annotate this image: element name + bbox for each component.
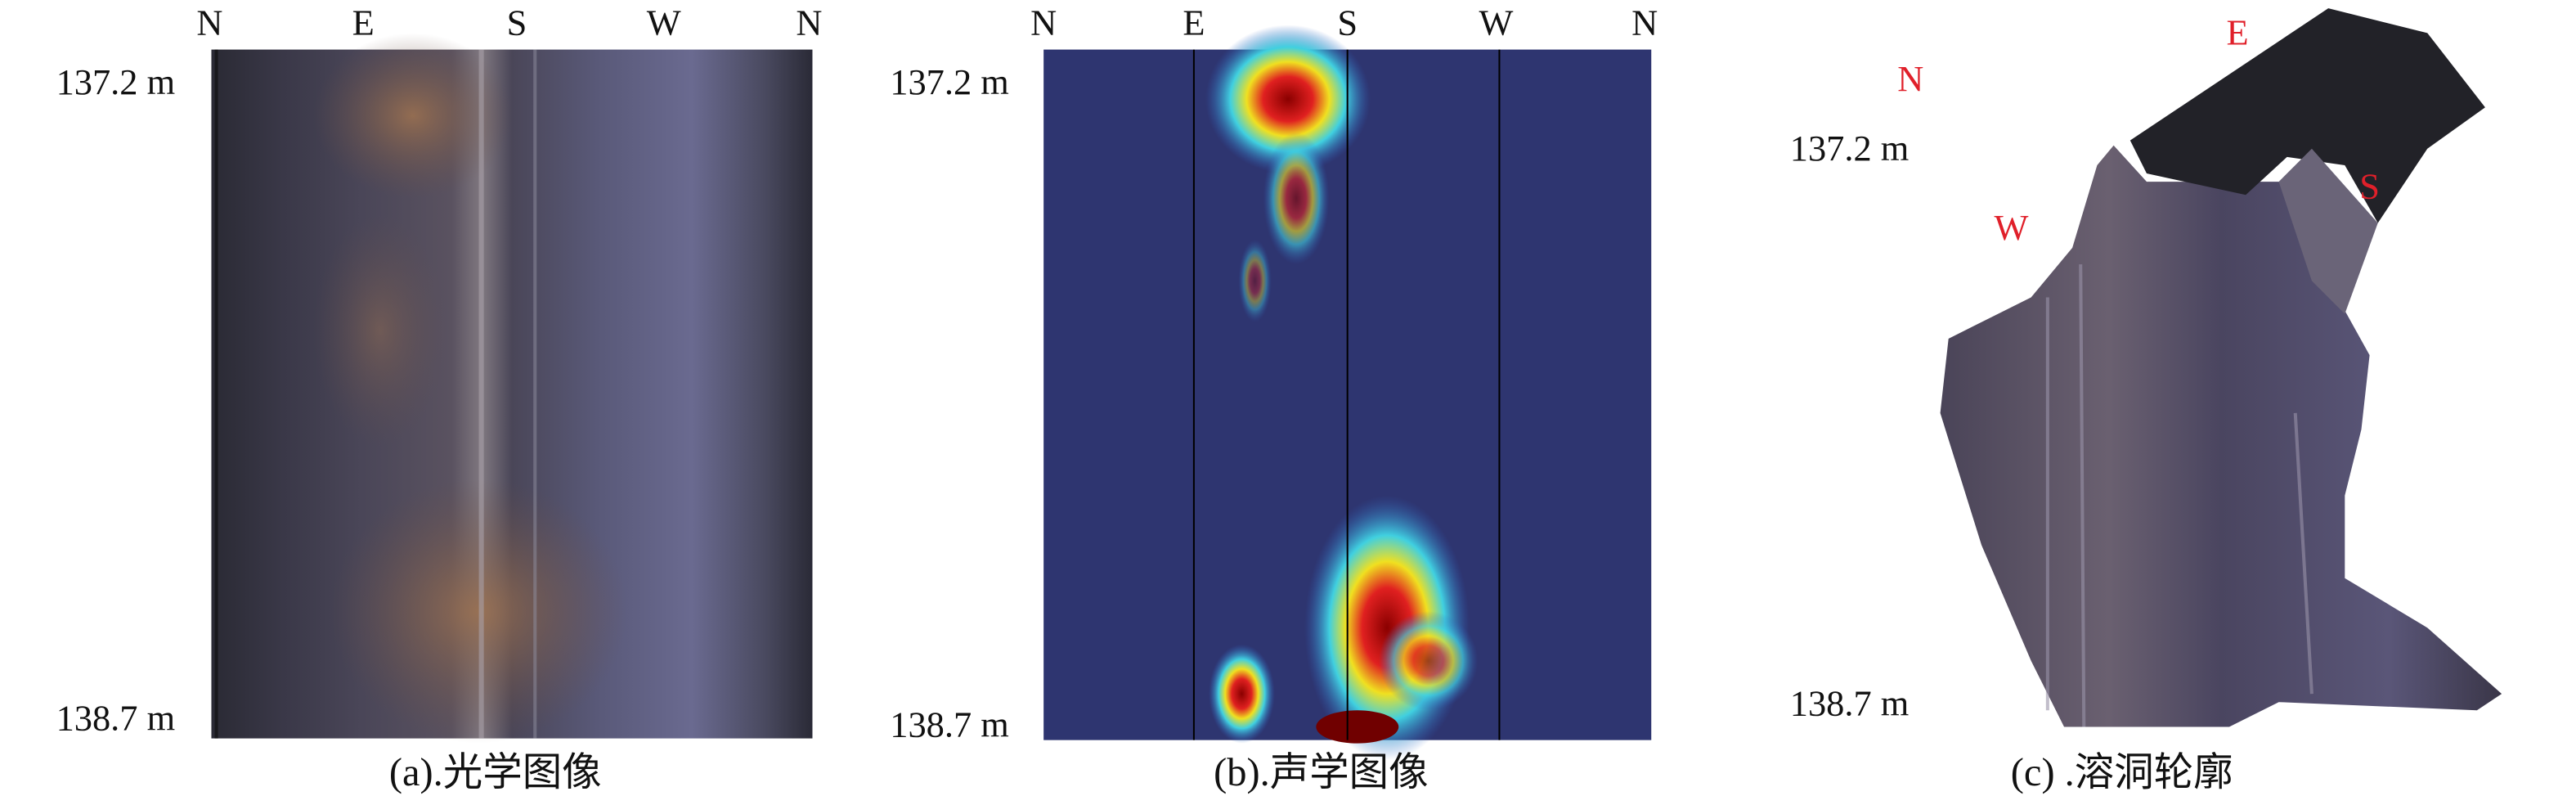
direction-label: W [1994,207,2028,248]
depth-label: 138.7 m [56,698,176,739]
compass-label: E [352,2,375,43]
caption: (c) .溶洞轮廓 [2011,751,2233,794]
compass-label: N [196,2,222,43]
direction-label: N [1897,58,1923,99]
optical-image [211,33,813,744]
depth-label: 137.2 m [56,61,176,102]
depth-label: 138.7 m [1790,682,1910,723]
compass-label: N [1631,2,1658,43]
compass-label: S [507,2,527,43]
compass-label: W [1479,2,1513,43]
depth-label: 138.7 m [890,704,1009,745]
caption: (b).声学图像 [1214,751,1428,794]
compass-label: E [1183,2,1205,43]
depth-label: 137.2 m [1790,128,1910,169]
compass-label: N [1030,2,1057,43]
direction-label: E [2226,12,2248,53]
compass-label: W [647,2,681,43]
compass-label: N [796,2,822,43]
direction-label: S [2359,165,2380,206]
cave-contour [1940,8,2502,727]
depth-label: 137.2 m [890,61,1009,102]
compass-label: S [1337,2,1358,43]
caption: (a).光学图像 [389,751,602,794]
acoustic-image [1043,25,1652,760]
